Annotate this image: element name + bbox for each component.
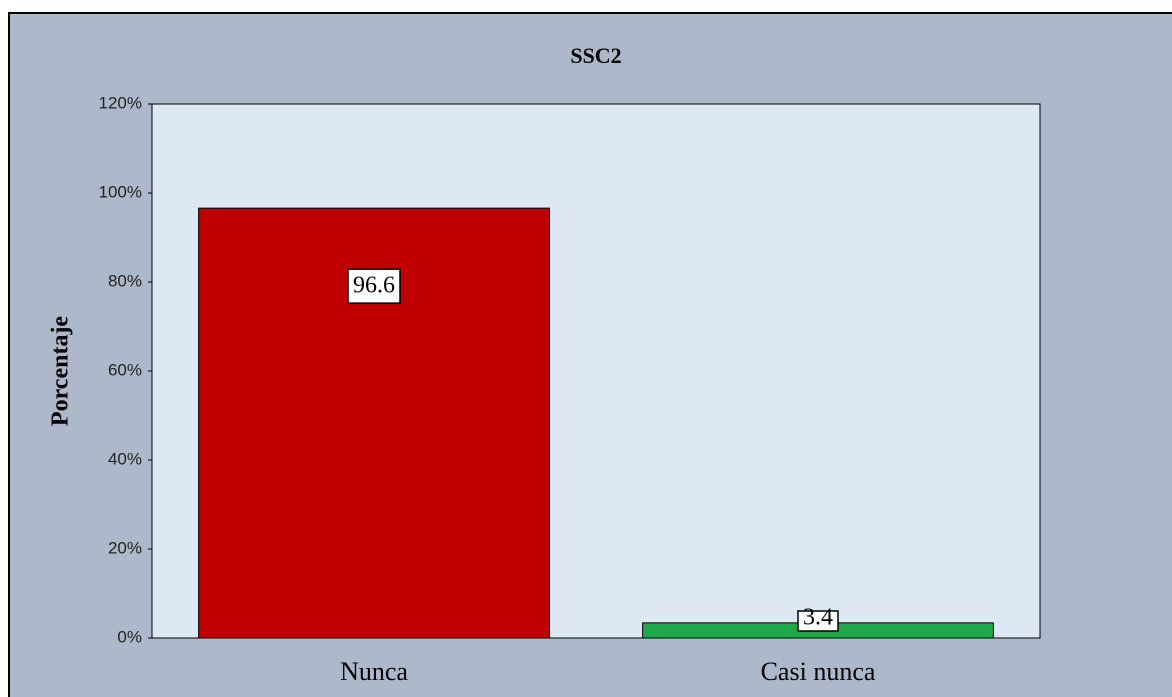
y-tick-label: 100%: [99, 182, 142, 201]
data-label: 96.6: [353, 273, 395, 299]
data-label-box: [347, 268, 401, 304]
y-tick-label: 40%: [108, 449, 142, 468]
chart-title: SSC2: [570, 43, 621, 68]
y-axis-label: Porcentaje: [48, 316, 74, 427]
y-tick-label: 0%: [117, 627, 142, 646]
data-label: 3.4: [803, 605, 833, 631]
x-tick-label: Casi nunca: [761, 657, 876, 686]
y-tick-label: 80%: [108, 271, 142, 290]
y-tick-label: 120%: [99, 93, 142, 112]
y-tick-label: 60%: [108, 360, 142, 379]
data-label-box: [797, 610, 839, 632]
x-tick-label: Nunca: [340, 657, 408, 686]
y-tick-label: 20%: [108, 538, 142, 557]
